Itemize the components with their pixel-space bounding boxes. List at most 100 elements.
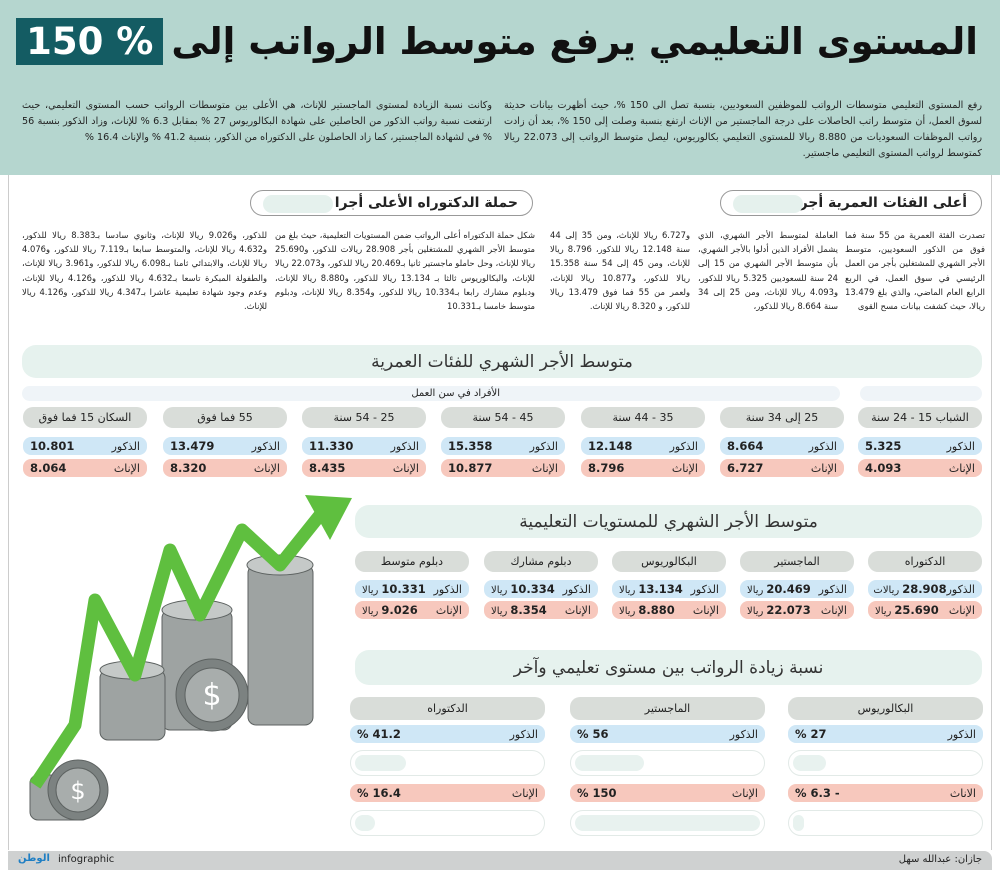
row-value: 10.877 xyxy=(448,461,492,475)
male-row: الذكور 41.2 % xyxy=(350,725,545,743)
value: 13.134 xyxy=(638,582,683,596)
value: 8.664 xyxy=(727,439,764,453)
unit: ريالا xyxy=(747,585,764,596)
age-group-header: 25 - 54 سنة xyxy=(302,407,426,428)
row-value: 6.727 xyxy=(727,461,763,475)
row-label: الإناث xyxy=(113,461,140,475)
row-label: الإناث xyxy=(511,786,538,800)
female-row: الإناث 4.093 xyxy=(858,459,982,477)
bar-fill xyxy=(793,815,805,831)
row-value: 8.064 xyxy=(30,461,66,475)
value: 15.358 xyxy=(448,439,493,453)
unit: ريالا xyxy=(491,585,508,596)
female-row: الإناث 16.4 % xyxy=(350,784,545,802)
row-label: الإناث xyxy=(731,786,758,800)
row-label: الإناث xyxy=(564,603,591,617)
row-value: 27 % xyxy=(795,727,827,741)
row-label: الذكور xyxy=(808,439,837,453)
row-value: 8.320 xyxy=(170,461,206,475)
row-label: الذكور xyxy=(390,439,419,453)
female-row: الإناث 8.064 xyxy=(23,459,147,477)
row-value: 8.664 xyxy=(727,439,763,453)
unit: ريالا xyxy=(362,585,379,596)
female-row: الإناث 8.320 xyxy=(163,459,287,477)
row-value: 9.026ريالا xyxy=(362,603,418,617)
unit: ريالا xyxy=(362,606,379,617)
heading-text: أعلى الفئات العمرية أجرا xyxy=(794,195,967,211)
article-age-col-2: العاملة لمتوسط الأجر الشهري، الذي يشمل ا… xyxy=(698,230,838,312)
value: 8.796 xyxy=(588,461,625,475)
row-value: 13.134ريالا xyxy=(619,582,683,596)
value: 5.325 xyxy=(865,439,902,453)
row-value: 56 % xyxy=(577,727,609,741)
unit: ريالا xyxy=(619,585,636,596)
female-row: الإناث 8.796 xyxy=(581,459,705,477)
male-increase-bar xyxy=(350,750,545,776)
value: 8.320 xyxy=(170,461,207,475)
male-row: الذكور 12.148 xyxy=(581,437,705,455)
value: 8.354 xyxy=(510,603,547,617)
value: 9.026 xyxy=(381,603,418,617)
male-row: الذكور 8.664 xyxy=(720,437,844,455)
row-label: الذكور xyxy=(729,727,758,741)
row-label: الذكور xyxy=(111,439,140,453)
female-increase-bar xyxy=(350,810,545,836)
row-value: 28.908ريالات xyxy=(873,582,946,596)
growth-coins-illustration: $ $ xyxy=(29,495,352,821)
title-highlight: 150 % xyxy=(16,18,164,65)
brand-logo: الوطن xyxy=(18,853,50,864)
value: 11.330 xyxy=(309,439,354,453)
bar-fill xyxy=(355,815,376,831)
female-row: الإناث 10.877 xyxy=(441,459,565,477)
title-text: المستوى التعليمي يرفع متوسط الرواتب إلى xyxy=(171,20,978,63)
row-label: الإناث xyxy=(435,603,462,617)
edu-level-header: دبلوم متوسط xyxy=(355,551,469,572)
increase-level-header: الدكتوراه xyxy=(350,697,545,720)
female-row: الإناث 22.073ريالا xyxy=(740,601,854,619)
row-label: الإناث xyxy=(820,603,847,617)
row-value: 10.331ريالا xyxy=(362,582,426,596)
edu-section-title: متوسط الأجر الشهري للمستويات التعليمية xyxy=(355,505,982,538)
male-increase-bar xyxy=(570,750,765,776)
value: 27 % xyxy=(795,727,827,741)
row-label: الذكور xyxy=(690,582,719,596)
value: 20.469 xyxy=(766,582,811,596)
row-value: 8.880ريالا xyxy=(619,603,675,617)
value: 56 % xyxy=(577,727,609,741)
row-value: 11.330 xyxy=(309,439,353,453)
value: 8.880 xyxy=(638,603,675,617)
value: 8.435 xyxy=(309,461,346,475)
row-label: الذكور xyxy=(818,582,847,596)
age-group-header: 45 - 54 سنة xyxy=(441,407,565,428)
female-increase-bar xyxy=(570,810,765,836)
footer: جازان: عبدالله سهل الوطن infographic xyxy=(8,851,992,870)
row-value: 41.2 % xyxy=(357,727,401,741)
male-row: الذكور 5.325 xyxy=(858,437,982,455)
row-label: الذكور xyxy=(946,582,975,596)
age-group-header: 25 إلى 34 سنة xyxy=(720,407,844,428)
brand-suffix: infographic xyxy=(58,854,115,865)
male-row: الذكور 13.479 xyxy=(163,437,287,455)
increase-section-title: نسبة زيادة الرواتب بين مستوى تعليمي وآخر xyxy=(355,650,982,685)
row-value: 12.148 xyxy=(588,439,632,453)
row-value: 8.435 xyxy=(309,461,345,475)
article-age-col-3: و6.727 ريالا للإناث، ومن 35 إلى 44 سنة 1… xyxy=(550,230,691,312)
row-value: - 6.3 % xyxy=(795,786,840,800)
row-value: 25.690ريالا xyxy=(875,603,939,617)
intro-right: رفع المستوى التعليمي متوسطات الرواتب للم… xyxy=(504,100,983,159)
arrow-head-icon xyxy=(305,495,352,540)
article-phd-col-1: شكل حملة الدكتوراه أعلى الرواتب ضمن المس… xyxy=(275,230,535,312)
row-label: الإناث xyxy=(810,461,837,475)
unit: ريالا xyxy=(875,606,892,617)
row-value: 8.354ريالا xyxy=(491,603,547,617)
value: 10.331 xyxy=(381,582,426,596)
row-value: 13.479 xyxy=(170,439,214,453)
svg-text:$: $ xyxy=(70,777,85,805)
male-increase-bar xyxy=(788,750,983,776)
heading-age-article: أعلى الفئات العمرية أجرا xyxy=(720,190,982,216)
row-label: الذكور xyxy=(251,439,280,453)
coin-stack-tall xyxy=(246,554,314,726)
edu-level-header: الماجستير xyxy=(740,551,854,572)
female-row: الإناث 8.354ريالا xyxy=(484,601,598,619)
header: المستوى التعليمي يرفع متوسط الرواتب إلى … xyxy=(0,0,1000,175)
